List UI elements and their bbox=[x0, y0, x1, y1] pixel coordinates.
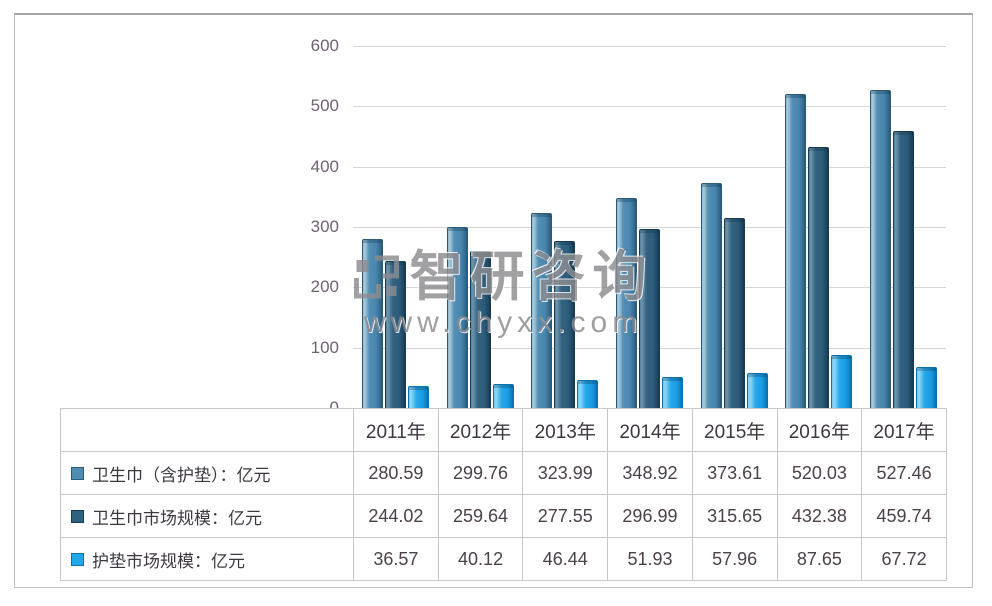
gridline-500 bbox=[353, 106, 946, 108]
legend-swatch-icon bbox=[71, 509, 84, 523]
plot-area bbox=[353, 46, 946, 408]
bar-group-2012年 bbox=[438, 46, 523, 408]
table-row: 卫生巾市场规模：亿元 244.02 259.64 277.55 296.99 315.65… bbox=[60, 494, 947, 538]
bar-group-2011年 bbox=[353, 46, 438, 408]
legend-swatch-icon bbox=[71, 466, 84, 480]
value-cell: 315.65 bbox=[691, 494, 778, 538]
gridline-400 bbox=[353, 166, 946, 168]
bar-group-2015年 bbox=[692, 46, 777, 408]
value-cell: 36.57 bbox=[353, 537, 439, 581]
table-row: 2011年 2012年 2013年 2014年 2015年 2016年 2017年 bbox=[60, 408, 947, 452]
bar-group-2017年 bbox=[861, 46, 946, 408]
bar-group-2016年 bbox=[777, 46, 862, 408]
legend-cell: 护垫市场规模：亿元 bbox=[60, 537, 354, 581]
y-axis-tick-label: 100 bbox=[310, 337, 339, 357]
bar-series2-2017年 bbox=[893, 130, 915, 408]
year-header-cell: 2015年 bbox=[691, 408, 778, 452]
value-cell: 67.72 bbox=[861, 537, 947, 581]
bar-series2-2013年 bbox=[554, 240, 576, 408]
value-cell: 296.99 bbox=[607, 494, 693, 538]
corner-cell bbox=[60, 408, 354, 452]
year-header-cell: 2016年 bbox=[776, 408, 863, 452]
value-cell: 520.03 bbox=[776, 451, 863, 495]
value-cell: 244.02 bbox=[353, 494, 439, 538]
bar-series2-2011年 bbox=[384, 260, 406, 408]
bar-group-2014年 bbox=[607, 46, 692, 408]
bar-series2-2012年 bbox=[469, 251, 491, 408]
value-cell: 46.44 bbox=[522, 537, 609, 581]
gridline-300 bbox=[353, 227, 946, 228]
table-row: 护垫市场规模：亿元 36.57 40.12 46.44 51.93 57.96 87.65 6… bbox=[60, 537, 947, 581]
y-axis-tick-label: 600 bbox=[310, 36, 339, 55]
year-header-cell: 2011年 bbox=[353, 408, 439, 452]
value-cell: 323.99 bbox=[522, 451, 609, 495]
legend-swatch-icon bbox=[71, 552, 84, 566]
bar-group-2013年 bbox=[522, 46, 607, 408]
bar-series3-2014年 bbox=[662, 376, 684, 408]
year-header-cell: 2014年 bbox=[607, 408, 693, 452]
value-cell: 280.59 bbox=[353, 451, 439, 495]
legend-label: 卫生巾市场规模：亿元 bbox=[92, 508, 262, 528]
bar-series2-2016年 bbox=[808, 147, 830, 408]
bar-series1-2014年 bbox=[616, 197, 638, 408]
legend-cell: 卫生巾（含护垫）：亿元 bbox=[60, 451, 354, 495]
bar-series1-2016年 bbox=[785, 94, 807, 408]
value-cell: 40.12 bbox=[437, 537, 524, 581]
value-cell: 432.38 bbox=[776, 494, 863, 538]
value-cell: 51.93 bbox=[607, 537, 693, 581]
bar-series1-2017年 bbox=[870, 89, 892, 408]
legend-label: 护垫市场规模：亿元 bbox=[92, 551, 245, 571]
year-header-cell: 2017年 bbox=[861, 408, 947, 452]
bar-series-container bbox=[353, 46, 946, 408]
legend-inner: 卫生巾（含护垫）：亿元 bbox=[71, 461, 353, 486]
y-axis-tick-label: 500 bbox=[310, 96, 339, 116]
y-axis-tick-label: 200 bbox=[310, 277, 339, 297]
bar-series2-2015年 bbox=[723, 217, 745, 408]
year-header-cell: 2013年 bbox=[522, 408, 609, 452]
y-axis-tick-label: 300 bbox=[310, 217, 339, 236]
value-cell: 57.96 bbox=[691, 537, 778, 581]
legend-inner: 卫生巾市场规模：亿元 bbox=[71, 504, 353, 529]
value-cell: 459.74 bbox=[861, 494, 947, 538]
bar-series1-2012年 bbox=[446, 227, 468, 408]
value-cell: 277.55 bbox=[522, 494, 609, 538]
legend-inner: 护垫市场规模：亿元 bbox=[71, 547, 353, 572]
gridline-600 bbox=[353, 46, 946, 47]
data-table: 2011年 2012年 2013年 2014年 2015年 2016年 2017年 卫生巾（含… bbox=[60, 408, 947, 581]
value-cell: 299.76 bbox=[437, 451, 524, 495]
y-axis-tick-label: 400 bbox=[310, 156, 339, 176]
bar-series3-2015年 bbox=[746, 373, 768, 408]
year-header-cell: 2012年 bbox=[437, 408, 524, 452]
bar-series1-2011年 bbox=[361, 238, 383, 408]
bar-series3-2012年 bbox=[492, 383, 514, 408]
legend-label: 卫生巾（含护垫）：亿元 bbox=[92, 465, 271, 485]
y-axis-tick-label: 0 bbox=[329, 398, 339, 417]
bar-series3-2011年 bbox=[407, 385, 429, 408]
table-row: 卫生巾（含护垫）：亿元 280.59 299.76 323.99 348.92 373.6… bbox=[60, 451, 947, 495]
value-cell: 373.61 bbox=[691, 451, 778, 495]
legend-cell: 卫生巾市场规模：亿元 bbox=[60, 494, 354, 538]
bar-series3-2013年 bbox=[577, 379, 599, 408]
bar-series1-2015年 bbox=[700, 182, 722, 408]
bar-series2-2014年 bbox=[639, 228, 661, 408]
bar-series3-2017年 bbox=[916, 367, 938, 408]
chart-widget: 600 500 400 300 200 100 0 智研咨询 www.chyxx.com 2… bbox=[14, 13, 973, 588]
value-cell: 348.92 bbox=[607, 451, 693, 495]
value-cell: 259.64 bbox=[437, 494, 524, 538]
bar-series1-2013年 bbox=[531, 212, 553, 408]
value-cell: 87.65 bbox=[776, 537, 863, 581]
bar-series3-2016年 bbox=[831, 355, 853, 408]
value-cell: 527.46 bbox=[861, 451, 947, 495]
